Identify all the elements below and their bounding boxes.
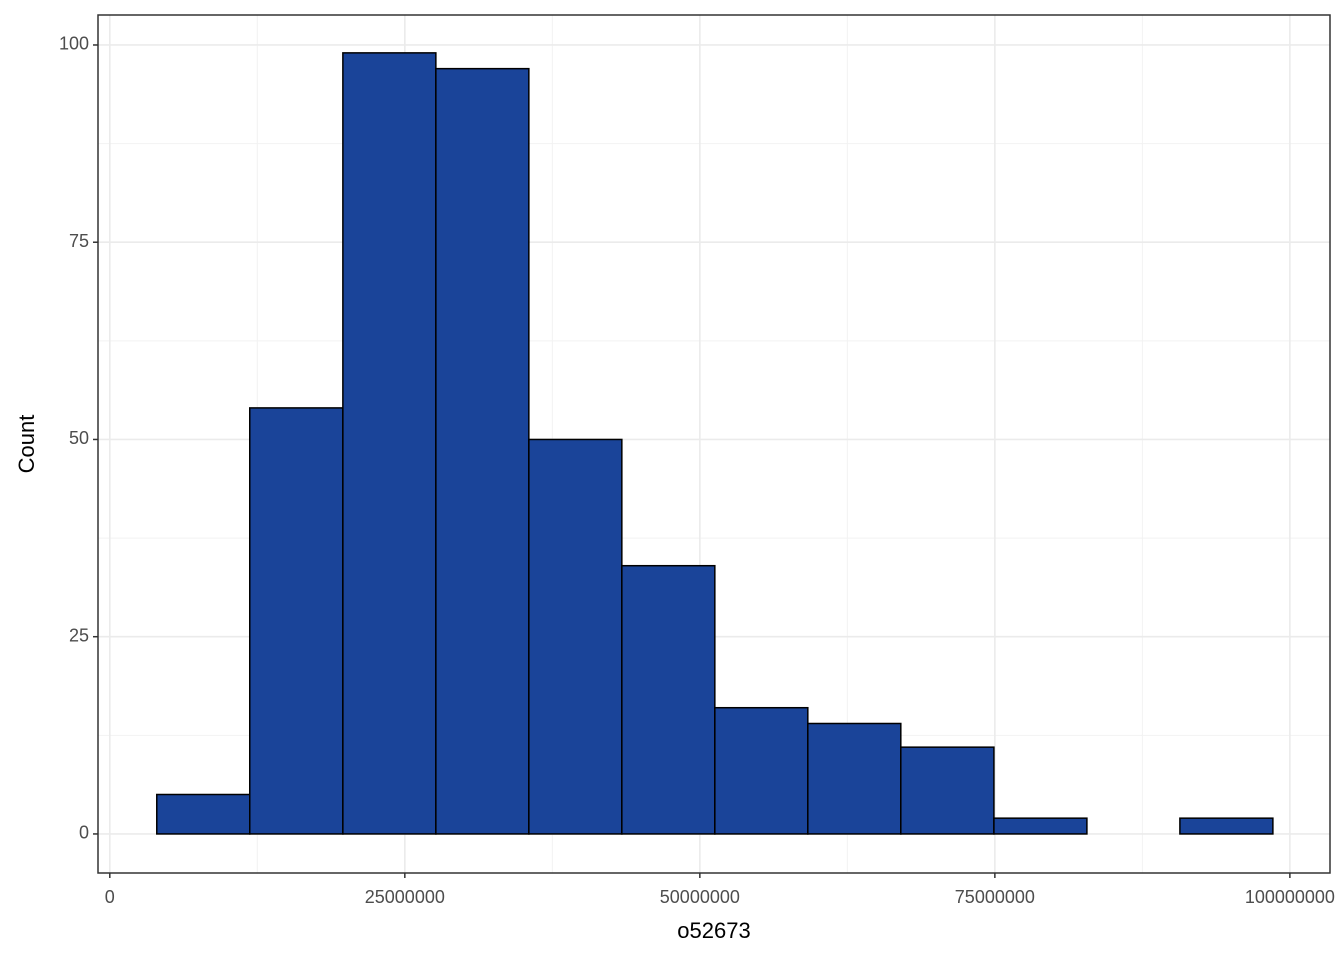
y-tick-label: 75	[69, 231, 89, 251]
bar	[342, 52, 437, 835]
bar	[900, 746, 995, 835]
panel-border	[97, 14, 1331, 874]
y-axis-title: Count	[14, 415, 39, 474]
y-tick-label: 25	[69, 625, 89, 645]
y-tick-label: 0	[79, 823, 89, 843]
bar	[1179, 817, 1274, 835]
bar	[714, 706, 809, 835]
bar	[435, 67, 530, 835]
y-tick-label: 100	[59, 34, 89, 54]
bar	[528, 438, 623, 835]
x-tick-label: 0	[105, 887, 115, 907]
x-tick-label: 100000000	[1245, 887, 1335, 907]
x-axis-title: o52673	[677, 918, 750, 943]
bar	[156, 793, 251, 835]
y-tick-label: 50	[69, 428, 89, 448]
x-tick-label: 75000000	[955, 887, 1035, 907]
x-tick-label: 50000000	[660, 887, 740, 907]
bar	[621, 564, 716, 835]
bar	[807, 722, 902, 835]
bar	[249, 407, 344, 835]
x-tick-label: 25000000	[365, 887, 445, 907]
bar	[993, 817, 1088, 835]
